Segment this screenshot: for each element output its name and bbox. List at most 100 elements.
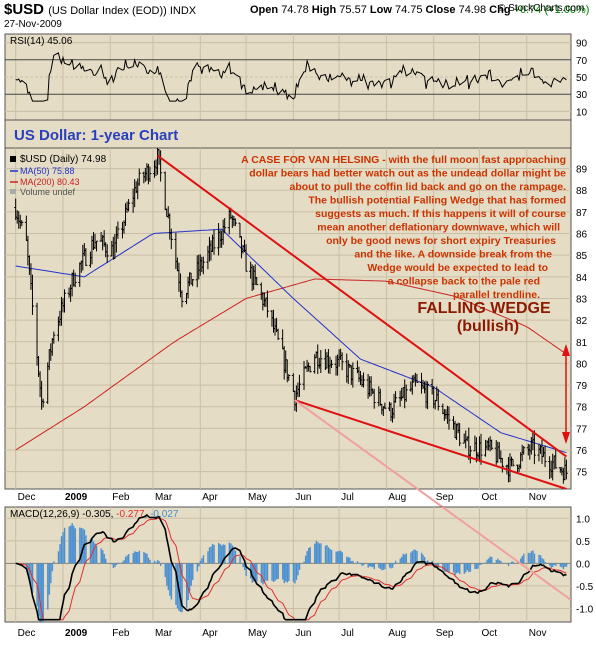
macd-hist-bar	[265, 563, 267, 581]
macd-hist-bar	[271, 563, 273, 581]
macd-hist-bar	[330, 549, 333, 564]
macd-hist-bar	[370, 563, 372, 567]
macd-hist-bar	[68, 526, 70, 564]
price-bars	[14, 148, 568, 484]
macd-hist-bar	[149, 559, 151, 564]
price-bar	[543, 445, 547, 468]
annotation-line: a collapse back to the pale red	[388, 276, 540, 288]
macd-hist-bar	[134, 551, 136, 564]
macd-hist-bar	[196, 563, 199, 572]
macd-hist-bar	[437, 563, 440, 568]
price-bar	[362, 372, 366, 388]
macd-hist-bar	[138, 550, 141, 564]
macd-hist-bar	[297, 563, 299, 576]
macd-hist-bar	[47, 563, 49, 610]
price-bar	[180, 290, 184, 308]
macd-hist-bar	[378, 563, 380, 568]
macd-hist-bar	[112, 563, 115, 569]
macd-hist-bar	[373, 563, 375, 570]
price-tick-label: 82	[576, 316, 588, 327]
macd-hist-bar	[477, 563, 479, 569]
price-bar	[522, 445, 526, 455]
macd-hist-bar	[286, 563, 289, 583]
macd-hist-bar	[356, 561, 359, 564]
macd-hist-bar	[320, 543, 322, 564]
macd-hist-bar	[102, 550, 104, 564]
macd-hist-bar	[529, 553, 531, 564]
price-bar	[447, 406, 451, 430]
macd-hist-bar	[391, 563, 394, 568]
macd-hist-bar	[443, 563, 446, 572]
macd-hist-bar	[358, 562, 360, 564]
macd-hist-bar	[507, 563, 510, 567]
price-bar	[479, 433, 483, 465]
macd-hist-bar	[459, 563, 461, 575]
price-tick-label: 84	[576, 273, 588, 284]
annotation-text: A CASE FOR VAN HELSING - with the full m…	[241, 154, 566, 301]
price-bar	[191, 278, 195, 287]
macd-hist-bar	[251, 563, 253, 583]
macd-hist-bar	[402, 553, 404, 564]
chg-label: Chg	[489, 4, 511, 16]
x-tick-label: Sep	[436, 492, 454, 503]
macd-hist-bar	[121, 561, 124, 564]
wedge-label: FALLING WEDGE	[417, 300, 551, 317]
macd-hist-bar	[484, 562, 487, 564]
price-bar	[169, 228, 173, 250]
macd-hist-bar	[338, 550, 340, 564]
macd-hist-bar	[275, 563, 278, 580]
macd-hist-bar	[147, 557, 150, 564]
price-bar	[404, 384, 408, 402]
macd-hist-bar	[222, 544, 224, 564]
chart-title: US Dollar: 1-year Chart	[14, 127, 178, 144]
macd-hist-bar	[346, 556, 348, 564]
macd-hist-bar	[498, 560, 501, 564]
macd-hist-bar	[539, 555, 542, 564]
macd-hist-bar	[272, 563, 275, 582]
macd-hist-bar	[51, 563, 54, 572]
macd-hist-bar	[245, 563, 247, 577]
x-tick-label: Dec	[18, 492, 36, 503]
price-bar	[468, 445, 472, 464]
macd-hist-bar	[394, 560, 397, 564]
macd-hist-bar	[475, 563, 478, 570]
macd-hist-bar	[426, 560, 429, 564]
x-tick-label: Sep	[436, 628, 454, 639]
macd-hist-bar	[192, 563, 194, 580]
macd-hist-bar	[564, 563, 566, 567]
macd-hist-bar	[198, 563, 200, 567]
macd-hist-bar	[401, 556, 403, 564]
macd-hist-bar	[318, 543, 321, 564]
macd-hist-bar	[114, 563, 116, 568]
macd-hist-bar	[137, 551, 139, 564]
macd-hist-bar	[164, 563, 166, 578]
macd-hist-bar	[73, 525, 75, 564]
macd-hist-bar	[242, 563, 244, 568]
macd-hist-bar	[304, 555, 307, 564]
price-bar	[30, 274, 34, 315]
price-tick-label: 86	[576, 230, 588, 241]
macd-hist-bar	[234, 550, 237, 564]
macd-hist-bar	[37, 563, 40, 616]
macd-hist-bar	[349, 557, 351, 564]
macd-hist-bar	[89, 538, 92, 564]
macd-hist-bar	[381, 563, 383, 571]
macd-hist-bar	[28, 563, 31, 581]
rsi-tick-label: 10	[576, 107, 588, 118]
x-tick-label: Nov	[529, 492, 547, 503]
macd-hist-bar	[126, 555, 128, 564]
close-value: 74.98	[458, 4, 487, 16]
x-tick-label: Aug	[388, 628, 406, 639]
macd-hist-bar	[317, 542, 319, 564]
x-tick-label: Oct	[481, 492, 497, 503]
macd-hist-bar	[549, 563, 551, 566]
macd-hist-bar	[512, 561, 514, 564]
x-tick-label: Apr	[202, 492, 218, 503]
macd-hist-bar	[188, 563, 191, 591]
x-tick-label: Feb	[112, 492, 130, 503]
price-bar	[137, 168, 141, 186]
chart-header: $USD (US Dollar Index (EOD)) INDX 27-Nov…	[0, 0, 596, 34]
macd-signal-line	[15, 517, 567, 621]
price-bar	[415, 373, 419, 383]
macd-hist-bar	[425, 561, 427, 564]
